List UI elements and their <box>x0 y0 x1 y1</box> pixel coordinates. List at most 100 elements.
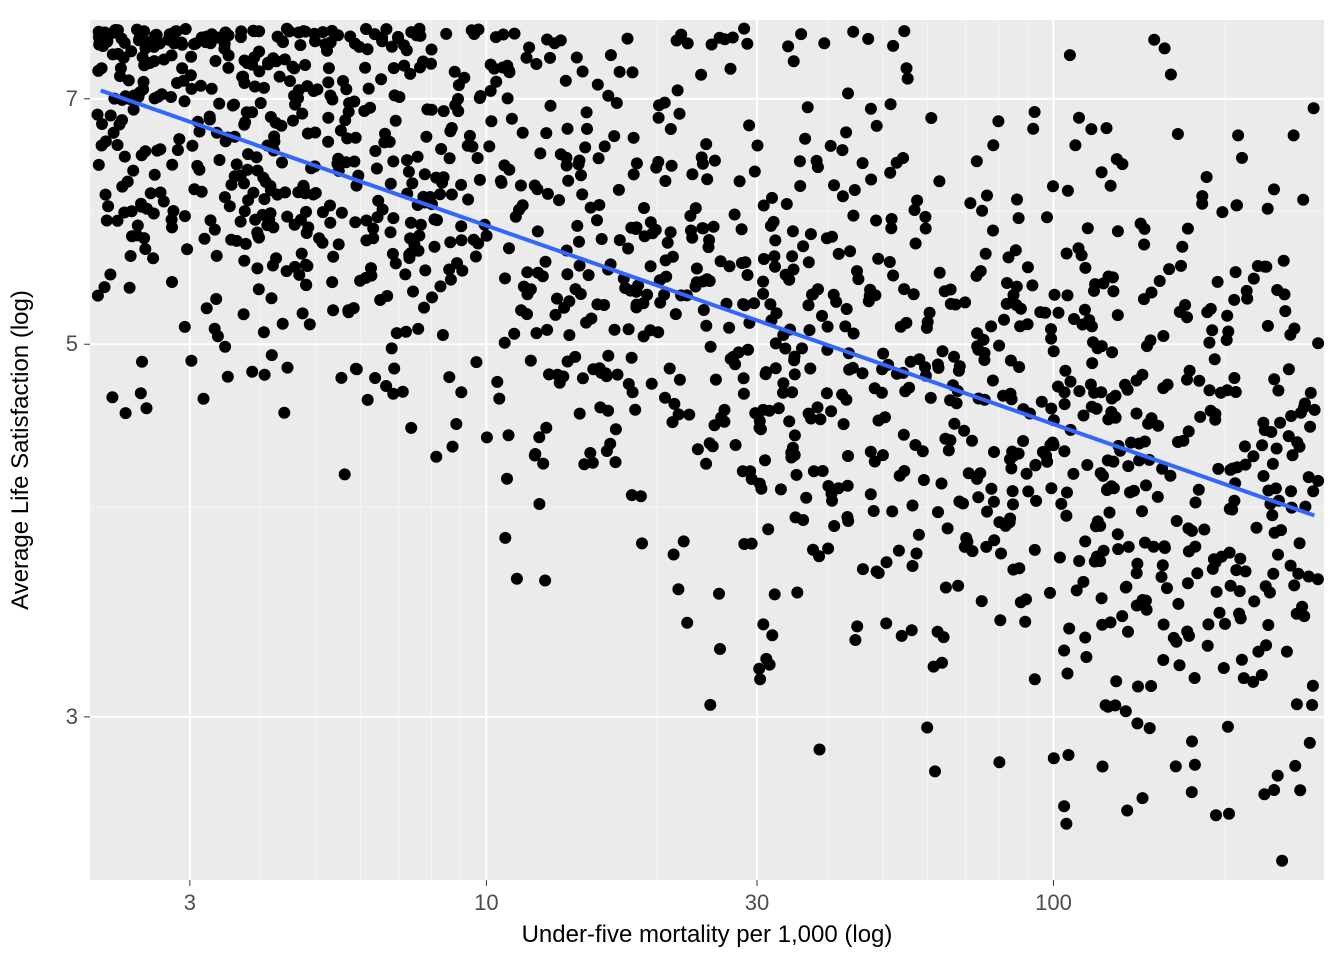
data-point <box>363 83 375 95</box>
data-point <box>503 164 515 176</box>
data-point <box>755 483 767 495</box>
data-point <box>1029 459 1041 471</box>
data-point <box>666 160 678 172</box>
data-point <box>1100 699 1112 711</box>
data-point <box>214 154 226 166</box>
data-point <box>300 279 312 291</box>
data-point <box>895 321 907 333</box>
data-point <box>403 252 415 264</box>
data-point <box>491 376 503 388</box>
data-point <box>876 387 888 399</box>
data-point <box>199 233 211 245</box>
data-point <box>665 123 677 135</box>
data-point <box>284 75 296 87</box>
data-point <box>506 113 518 125</box>
data-point <box>674 108 686 120</box>
data-point <box>1022 318 1034 330</box>
data-point <box>1221 334 1233 346</box>
data-point <box>871 120 883 132</box>
data-point <box>1211 586 1223 598</box>
data-point <box>443 371 455 383</box>
data-point <box>579 141 591 153</box>
data-point <box>1262 619 1274 631</box>
data-point <box>166 214 178 226</box>
data-point <box>222 371 234 383</box>
data-point <box>139 243 151 255</box>
data-point <box>1291 698 1303 710</box>
data-point <box>1157 654 1169 666</box>
data-point <box>804 363 816 375</box>
data-point <box>917 445 929 457</box>
data-point <box>653 112 665 124</box>
data-point <box>974 467 986 479</box>
data-point <box>736 257 748 269</box>
data-point <box>1294 784 1306 796</box>
data-point <box>692 443 704 455</box>
data-point <box>372 195 384 207</box>
data-point <box>344 31 356 43</box>
data-point <box>555 148 567 160</box>
data-point <box>126 205 138 217</box>
data-point <box>872 253 884 265</box>
data-point <box>116 114 128 126</box>
data-point <box>972 491 984 503</box>
data-point <box>758 253 770 265</box>
data-point <box>227 100 239 112</box>
data-point <box>523 42 535 54</box>
data-point <box>788 55 800 67</box>
data-point <box>1221 310 1233 322</box>
data-point <box>738 388 750 400</box>
data-point <box>1223 808 1235 820</box>
data-point <box>976 595 988 607</box>
data-point <box>746 473 758 485</box>
data-point <box>670 308 682 320</box>
data-point <box>1205 405 1217 417</box>
data-point <box>817 465 829 477</box>
data-point <box>1231 461 1243 473</box>
data-point <box>1170 636 1182 648</box>
data-point <box>1044 587 1056 599</box>
data-point <box>1116 158 1128 170</box>
data-point <box>388 363 400 375</box>
data-point <box>1069 139 1081 151</box>
data-point <box>1133 438 1145 450</box>
data-point <box>1163 263 1175 275</box>
data-point <box>628 168 640 180</box>
data-point <box>1079 535 1091 547</box>
data-point <box>1094 520 1106 532</box>
data-point <box>928 661 940 673</box>
data-point <box>1109 411 1121 423</box>
data-point <box>319 38 331 50</box>
data-point <box>440 28 452 40</box>
data-point <box>317 26 329 38</box>
y-tick-label: 3 <box>66 704 78 729</box>
data-point <box>107 48 119 60</box>
data-point <box>759 454 771 466</box>
data-point <box>707 440 719 452</box>
data-point <box>1191 567 1203 579</box>
data-point <box>1267 568 1279 580</box>
data-point <box>1194 411 1206 423</box>
data-point <box>351 363 363 375</box>
data-point <box>1007 485 1019 497</box>
data-point <box>591 214 603 226</box>
data-point <box>1218 662 1230 674</box>
data-point <box>629 404 641 416</box>
data-point <box>626 352 638 364</box>
data-point <box>452 93 464 105</box>
data-point <box>1073 112 1085 124</box>
data-point <box>435 280 447 292</box>
data-point <box>1172 598 1184 610</box>
data-point <box>800 492 812 504</box>
data-point <box>987 139 999 151</box>
data-point <box>1304 737 1316 749</box>
data-point <box>849 634 861 646</box>
data-point <box>937 345 949 357</box>
data-point <box>406 177 418 189</box>
data-point <box>636 537 648 549</box>
data-point <box>93 159 105 171</box>
data-point <box>1272 385 1284 397</box>
data-point <box>828 179 840 191</box>
data-point <box>490 31 502 43</box>
data-point <box>1248 273 1260 285</box>
